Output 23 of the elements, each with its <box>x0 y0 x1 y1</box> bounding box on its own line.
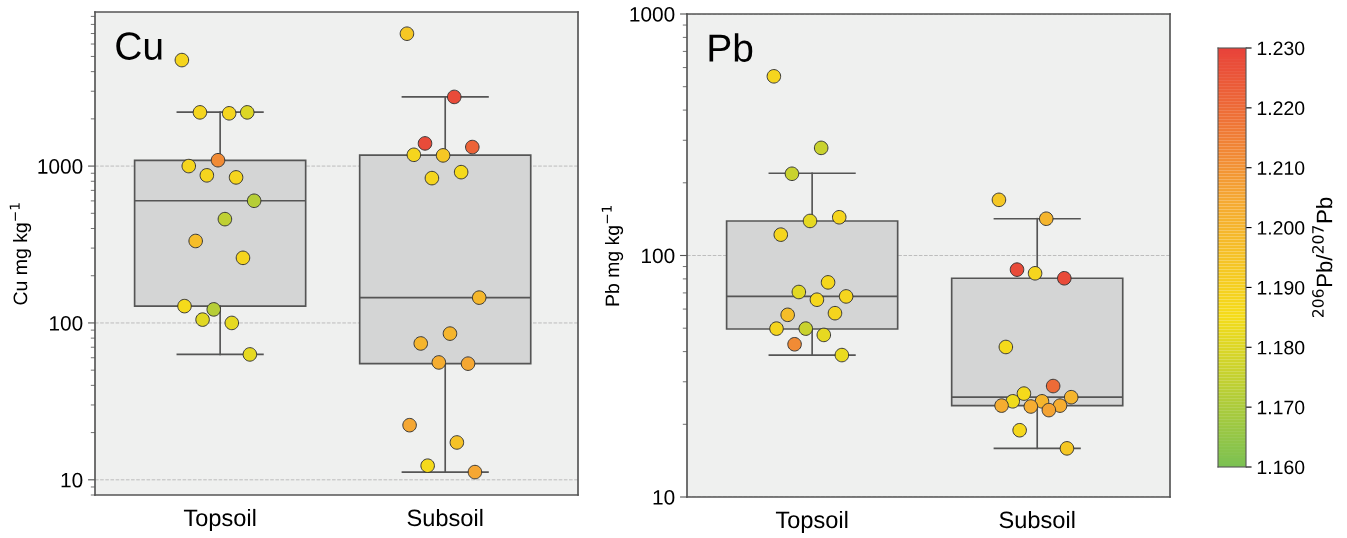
y-tick-label: 10 <box>653 490 675 505</box>
color-bar-label: 1.170 <box>1257 400 1305 415</box>
y-tick-label: 10 <box>61 472 83 488</box>
y-tick-label: 100 <box>642 248 675 264</box>
y-tick-label: 1000 <box>630 7 675 22</box>
color-bar-label: 1.200 <box>1257 221 1305 235</box>
x-tick-label: Topsoil <box>183 508 256 531</box>
y-axis-title: Pb mg kg$^{−1}$ <box>601 205 624 306</box>
color-bar-label: 1.190 <box>1257 280 1305 295</box>
color-bar-label: 1.180 <box>1257 340 1305 355</box>
x-tick-label: Subsoil <box>999 510 1075 529</box>
color-bar-label: 1.160 <box>1257 460 1305 475</box>
x-tick-label: Subsoil <box>407 508 483 527</box>
y-axis-title: Cu mg kg$^{−1}$ <box>9 203 32 305</box>
y-tick-label: 100 <box>50 315 83 331</box>
color-bar-label: 1.230 <box>1257 41 1305 56</box>
chart-title: Pb <box>709 33 753 62</box>
y-tick-label: 1000 <box>38 159 83 174</box>
color-bar-label: 1.210 <box>1257 161 1305 175</box>
color-bar-label: 1.220 <box>1257 101 1305 116</box>
x-tick-label: Topsoil <box>775 510 848 533</box>
color-bar-title: $^{206}$Pb/$^{207}$Pb <box>1312 197 1333 318</box>
chart-title: Cu <box>116 32 162 60</box>
